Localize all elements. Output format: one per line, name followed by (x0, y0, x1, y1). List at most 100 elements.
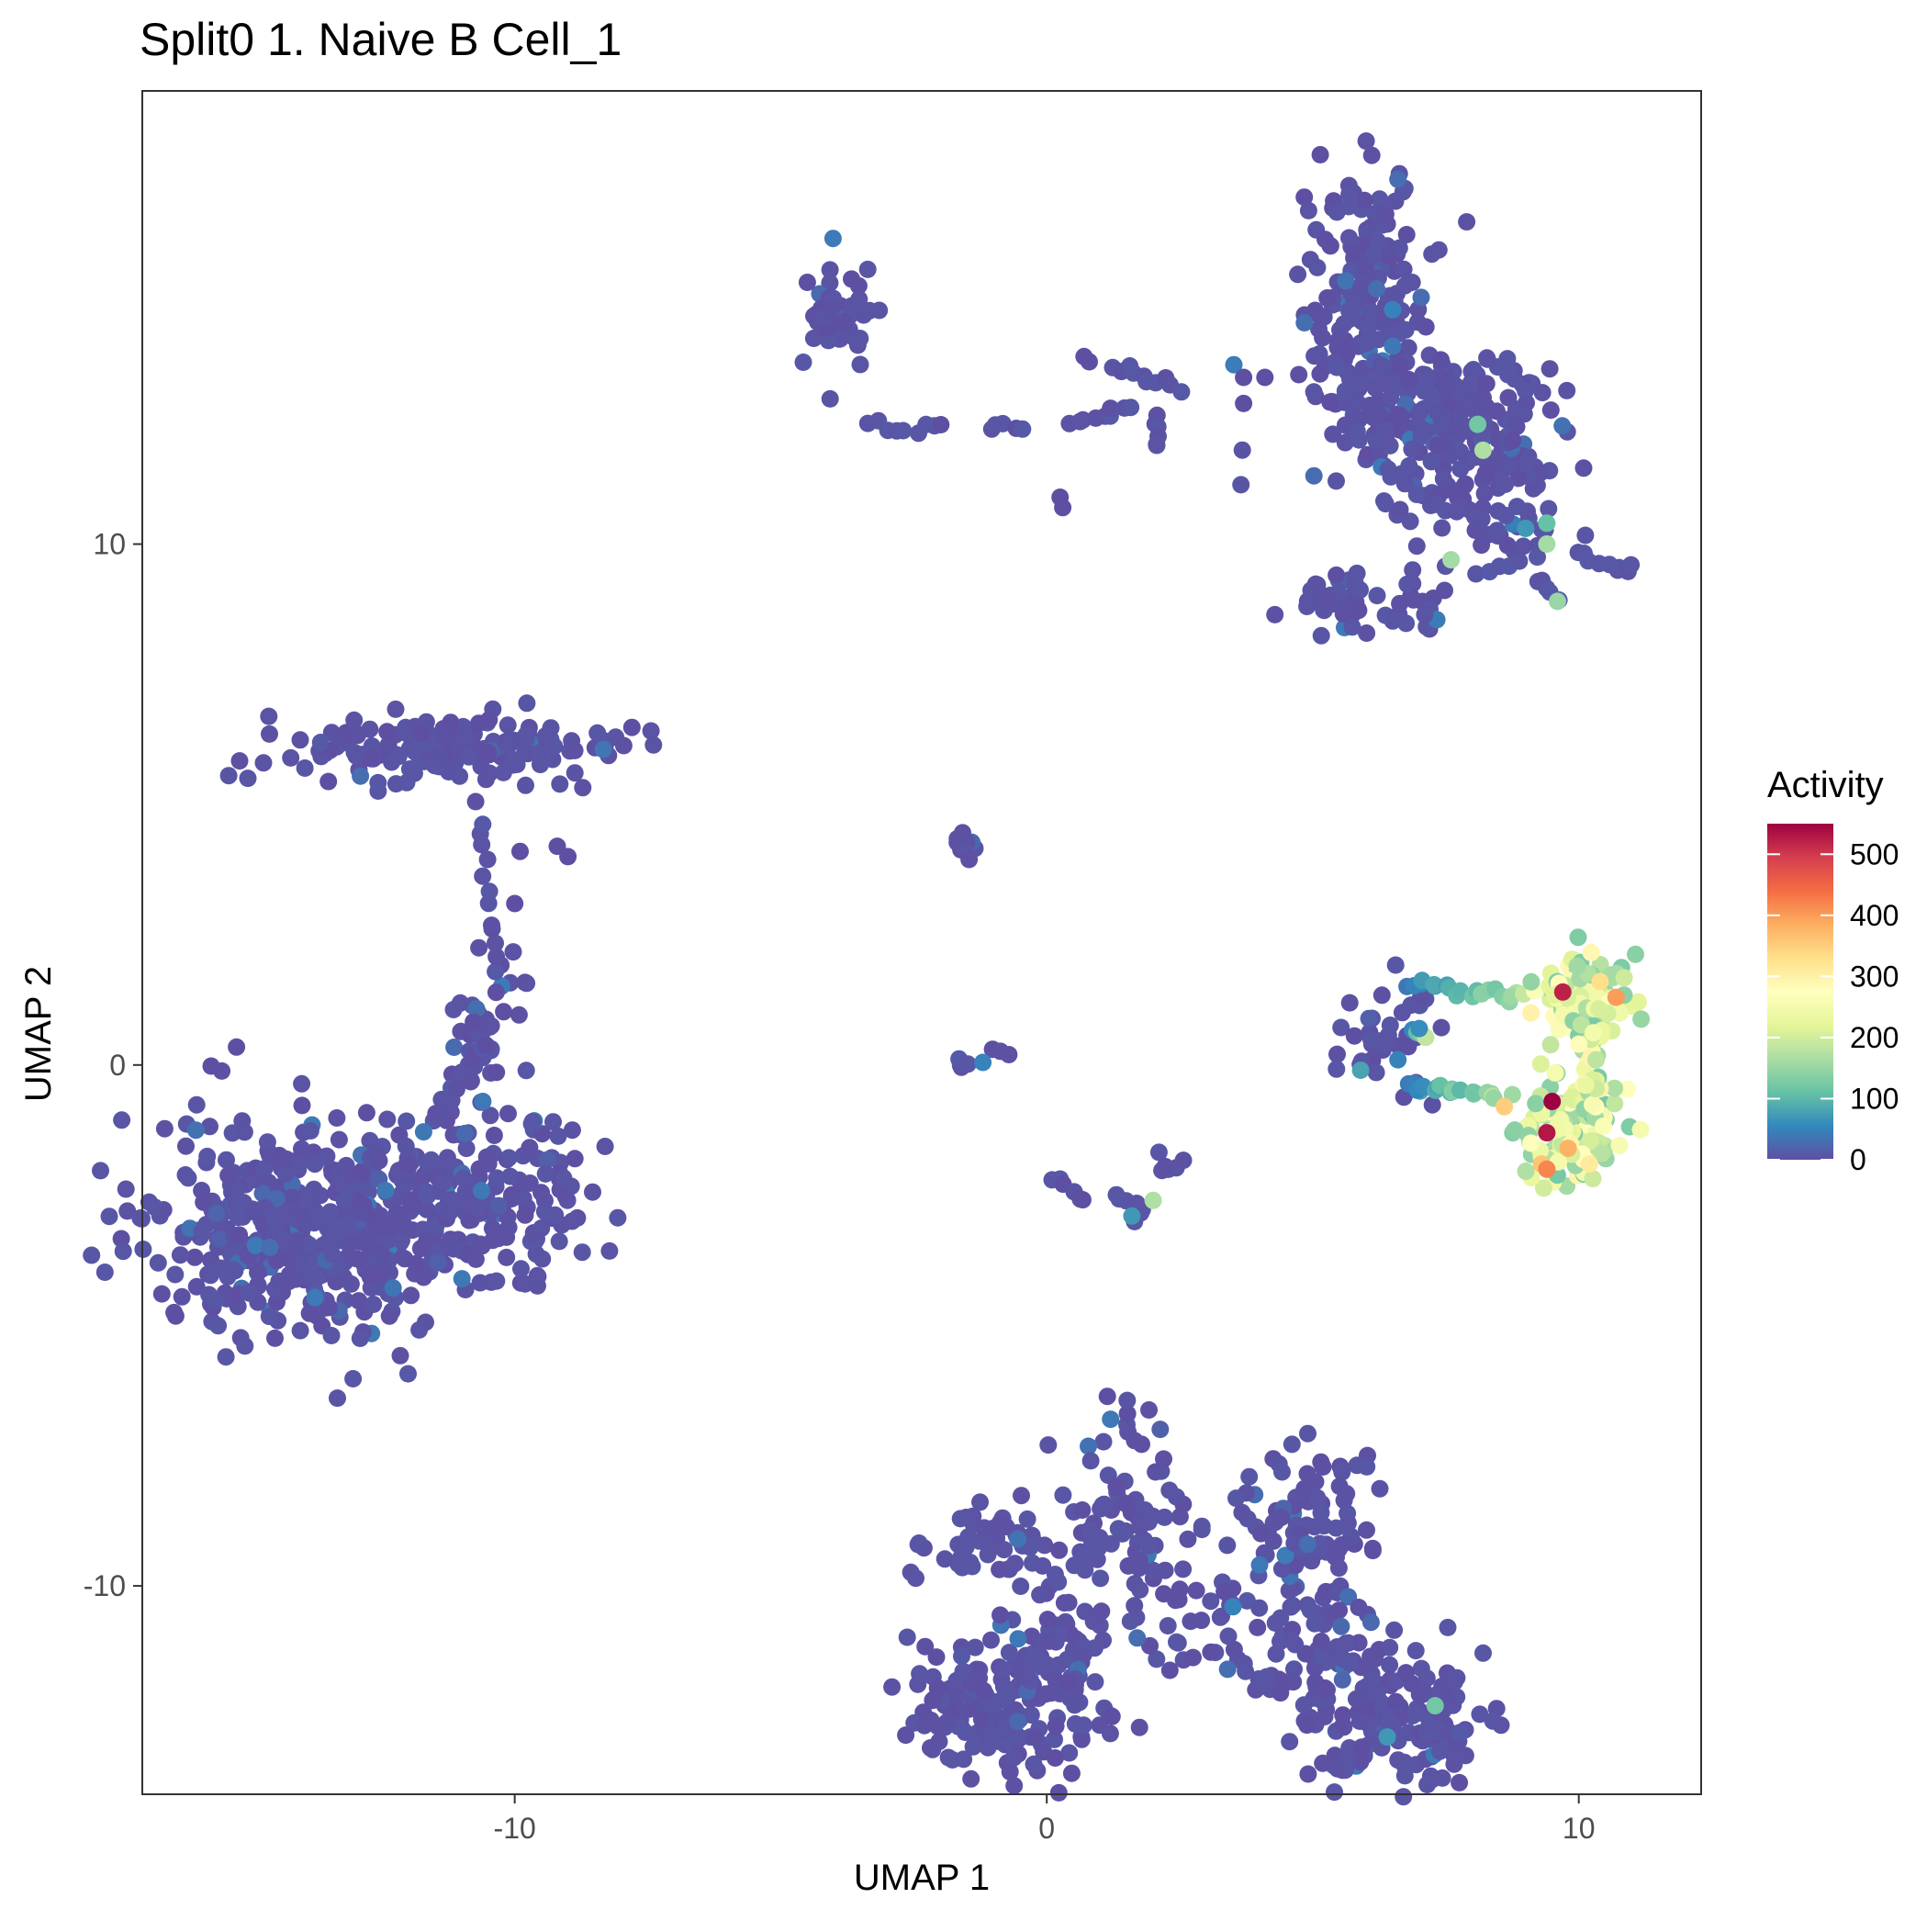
cell-point (268, 1252, 286, 1270)
cell-point (1004, 1748, 1023, 1767)
cell-point (1026, 1647, 1045, 1666)
cell-point (397, 1137, 415, 1155)
cell-point (1400, 456, 1418, 475)
cell-point (1378, 1728, 1396, 1747)
cell-point (1422, 497, 1440, 514)
cell-point (306, 1288, 324, 1307)
cell-point (1372, 356, 1390, 375)
cell-point (467, 1000, 486, 1018)
cell-point (254, 754, 273, 772)
cell-point (487, 983, 505, 1002)
cell-point (1073, 1501, 1092, 1519)
cell-point (563, 1212, 581, 1230)
cell-point (1151, 1421, 1170, 1439)
cell-point (1369, 1682, 1387, 1700)
cell-point (1118, 1405, 1137, 1423)
cell-point (1059, 1673, 1078, 1691)
cell-point (266, 1280, 284, 1298)
cell-point (1386, 956, 1405, 974)
cell-point (1025, 1755, 1043, 1773)
cell-point (1317, 590, 1336, 609)
cell-point (1316, 1708, 1334, 1725)
cell-point (1399, 370, 1417, 388)
cell-point (434, 1174, 453, 1191)
cell-point (1039, 1436, 1058, 1455)
cell-point (1179, 1530, 1197, 1548)
cell-point (1405, 590, 1423, 609)
cell-point (851, 355, 869, 374)
cell-point (1298, 1716, 1316, 1735)
cell-point (1332, 1018, 1350, 1037)
cell-point (1351, 1753, 1370, 1771)
cell-point (323, 1245, 342, 1264)
cell-point (344, 1232, 363, 1251)
cell-point (176, 1166, 195, 1184)
cell-point (1148, 436, 1166, 455)
cell-point (1000, 1644, 1018, 1662)
cell-point (246, 1236, 264, 1254)
cell-point (258, 1133, 276, 1151)
cell-point (284, 1188, 301, 1207)
cell-point (966, 1638, 984, 1657)
cell-point (911, 1665, 929, 1683)
cell-point (982, 1631, 1000, 1649)
cell-point (1005, 1777, 1024, 1795)
cell-point (335, 1191, 353, 1209)
cell-point (399, 1365, 417, 1383)
cell-point (959, 1528, 978, 1546)
cell-point (306, 1155, 324, 1174)
cell-point (219, 767, 238, 785)
cell-point (1314, 1754, 1332, 1772)
cell-point (1418, 1724, 1436, 1743)
cell-point (1312, 1503, 1330, 1522)
cell-point (487, 934, 504, 952)
cell-point (1330, 1601, 1349, 1620)
cell-point (201, 1118, 218, 1136)
cell-point (453, 1270, 471, 1288)
cell-point (1522, 1134, 1540, 1152)
cell-point (477, 1036, 496, 1054)
cell-point (855, 306, 873, 324)
cell-point (1312, 1453, 1330, 1471)
cell-point (1385, 1621, 1404, 1639)
cell-point (1144, 1191, 1162, 1209)
cell-point (1352, 1738, 1371, 1757)
cell-point (1160, 1661, 1179, 1679)
cell-point (1340, 229, 1358, 247)
cell-point (378, 723, 397, 741)
y-tick-label: -10 (84, 1569, 126, 1602)
cell-point (365, 1250, 384, 1268)
cell-point (414, 1268, 432, 1286)
cell-point (1384, 337, 1402, 355)
cell-point (487, 962, 505, 981)
cell-point (489, 1196, 508, 1215)
cell-point (202, 1057, 220, 1075)
cell-point (1412, 427, 1430, 445)
cell-point (1518, 502, 1536, 521)
cell-point (481, 1106, 499, 1125)
cell-point (479, 1154, 498, 1173)
cell-point (1017, 1668, 1036, 1686)
cell-point (1368, 232, 1386, 251)
cell-point (1558, 381, 1576, 399)
cell-point (1266, 605, 1284, 623)
cell-point (1031, 1586, 1049, 1604)
cell-point (1086, 1673, 1104, 1691)
cell-point (930, 1733, 948, 1751)
cell-point (1148, 1650, 1166, 1668)
cell-point (1139, 1537, 1158, 1555)
cell-point (1075, 347, 1093, 365)
cell-point (1311, 1646, 1329, 1665)
cell-point (1488, 522, 1507, 540)
cell-point (1531, 464, 1549, 482)
cell-point (1305, 1518, 1324, 1536)
cell-point (1395, 1788, 1413, 1806)
cell-point (1316, 230, 1334, 249)
cell-point (1568, 957, 1586, 975)
cell-point (1391, 406, 1408, 424)
cell-point (253, 1185, 272, 1203)
cell-point (1334, 1716, 1352, 1735)
cell-point (1574, 459, 1593, 477)
